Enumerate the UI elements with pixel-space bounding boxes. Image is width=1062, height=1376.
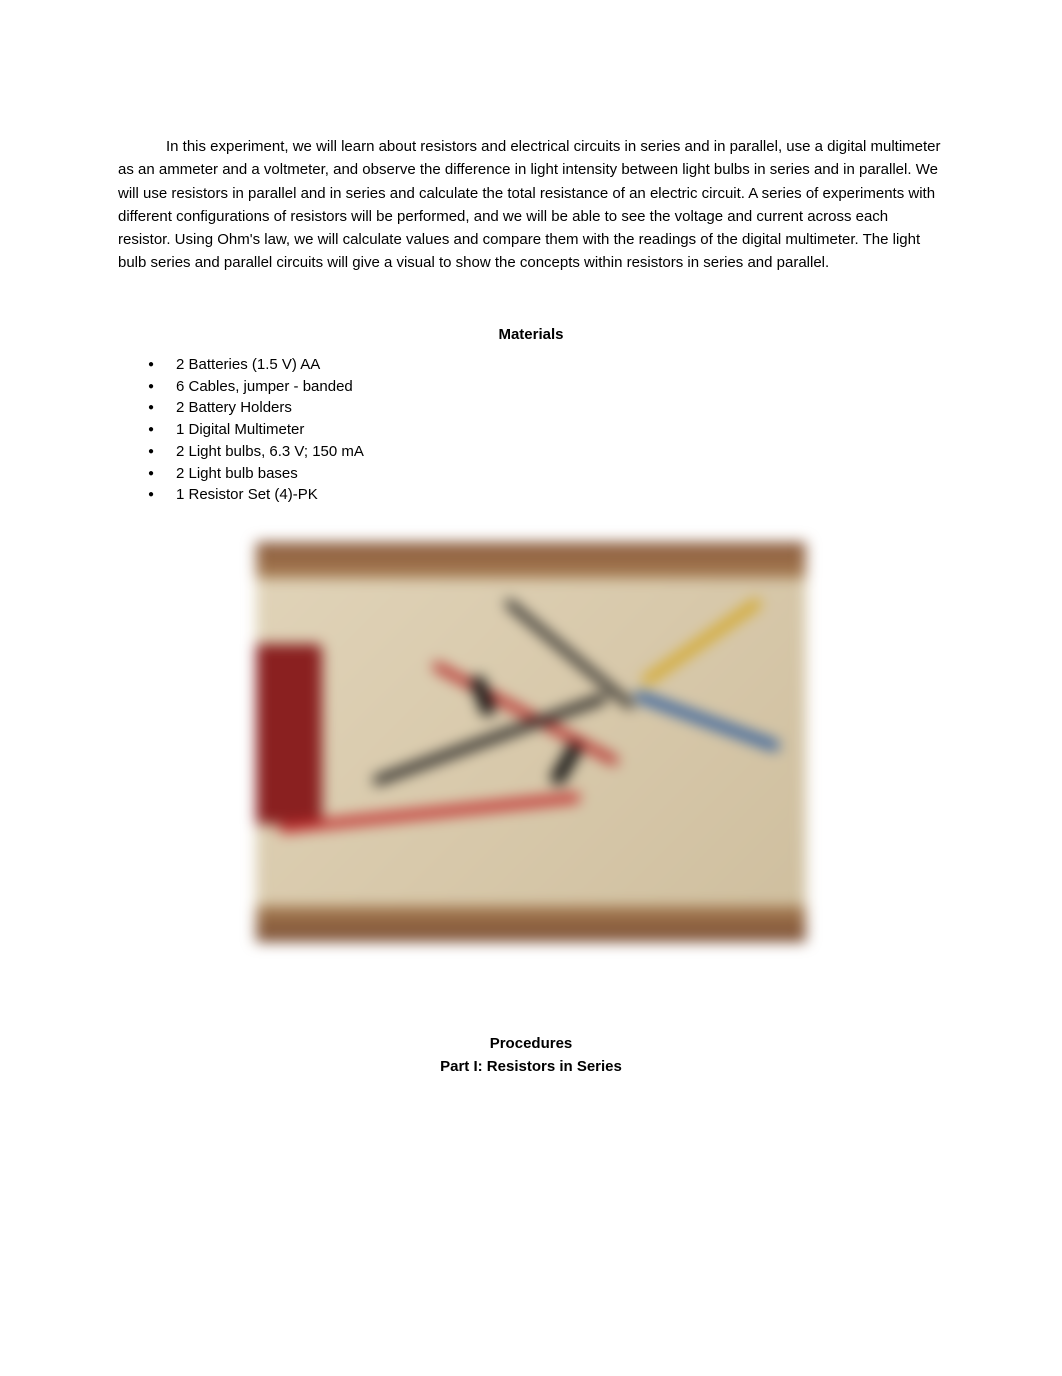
red-wire-shape [278, 792, 580, 834]
black-wire-shape [504, 598, 636, 710]
clip-shape [548, 741, 582, 786]
photo-border-top [256, 542, 806, 578]
multimeter-shape [256, 644, 322, 824]
material-item-label: 2 Battery Holders [176, 399, 292, 416]
list-item: 1 Digital Multimeter [148, 419, 944, 441]
introduction-text: In this experiment, we will learn about … [118, 138, 941, 271]
list-item: 2 Batteries (1.5 V) AA [148, 354, 944, 376]
yellow-wire-shape [640, 597, 763, 687]
photo-border-bottom [256, 906, 806, 942]
procedures-headings: Procedures Part I: Resistors in Series [118, 1032, 944, 1079]
materials-list: 2 Batteries (1.5 V) AA 6 Cables, jumper … [148, 354, 944, 506]
figure-container [118, 542, 944, 942]
list-item: 6 Cables, jumper - banded [148, 376, 944, 398]
procedures-heading: Procedures [118, 1032, 944, 1055]
list-item: 2 Light bulbs, 6.3 V; 150 mA [148, 441, 944, 463]
list-item: 1 Resistor Set (4)-PK [148, 484, 944, 506]
blue-wire-shape [633, 690, 781, 752]
material-item-label: 2 Light bulbs, 6.3 V; 150 mA [176, 443, 364, 460]
material-item-label: 1 Digital Multimeter [176, 421, 304, 438]
procedures-part-heading: Part I: Resistors in Series [118, 1055, 944, 1078]
list-item: 2 Battery Holders [148, 397, 944, 419]
material-item-label: 6 Cables, jumper - banded [176, 378, 353, 395]
photo-body [256, 578, 806, 906]
introduction-paragraph: In this experiment, we will learn about … [118, 135, 944, 275]
experiment-photo [256, 542, 806, 942]
material-item-label: 1 Resistor Set (4)-PK [176, 486, 318, 503]
material-item-label: 2 Light bulb bases [176, 465, 298, 482]
list-item: 2 Light bulb bases [148, 463, 944, 485]
material-item-label: 2 Batteries (1.5 V) AA [176, 356, 320, 373]
materials-heading: Materials [118, 323, 944, 346]
